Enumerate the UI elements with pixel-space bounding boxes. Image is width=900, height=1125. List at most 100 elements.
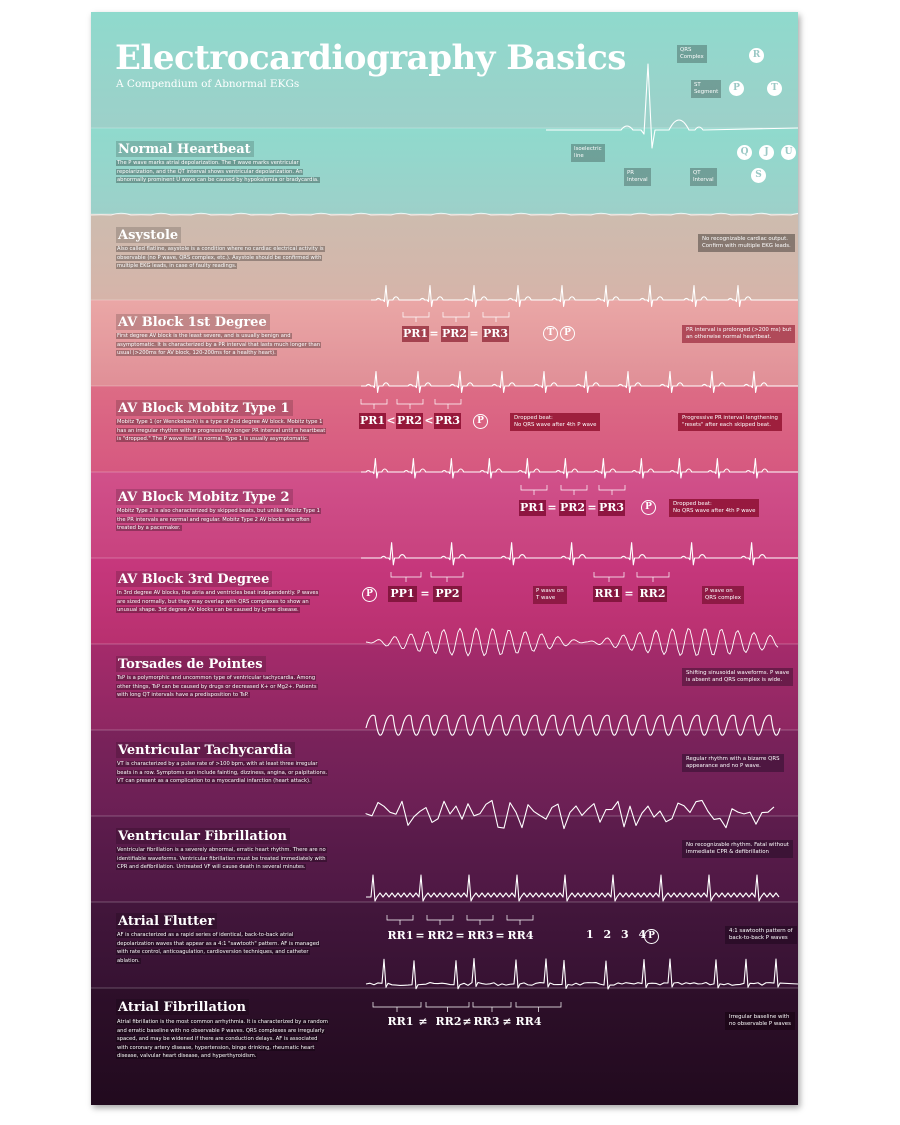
section-title-aflutter: Atrial Flutter [116, 913, 218, 929]
aflutter-rr1-box: RR1 [387, 929, 414, 942]
band-afib [91, 988, 798, 1105]
mobitz1-pr1-box: PR1 [359, 413, 386, 429]
section-title-afib: Atrial Fibrillation [116, 999, 249, 1015]
section-title-av1: AV Block 1st Degree [116, 314, 270, 330]
aflutter-rr4-box: RR4 [507, 929, 534, 942]
section-desc-afib: Atrial fibrillation is the most common a… [116, 1019, 329, 1060]
aflutter-op-3: = [495, 929, 505, 942]
av1-op-2: = [469, 327, 479, 340]
av3-op-1: = [420, 587, 430, 600]
av3-bracket-4 [636, 572, 670, 582]
band-aflutter [91, 902, 798, 988]
pr-interval-label: PR Interval [624, 168, 651, 186]
afib-rr1-box: RR1 [387, 1015, 414, 1028]
afib-op-2: ≠ [462, 1015, 472, 1028]
note-av1: PR interval is prolonged (>200 ms) but a… [682, 325, 796, 344]
mobitz2-pr3-box: PR3 [598, 500, 625, 516]
mobitz2-op-1: = [547, 501, 557, 514]
section-desc-av1: First degree AV block is the least sever… [116, 333, 322, 357]
aflutter-op-2: = [455, 929, 465, 942]
note-asystole: No recognizable cardiac output. Confirm … [698, 234, 795, 253]
mobitz2-bracket-2 [560, 485, 588, 495]
afib-bracket-3 [472, 1002, 512, 1012]
qrs-complex-label: QRS Complex [677, 45, 707, 63]
mobitz1-op-2: < [424, 414, 434, 427]
band-header [91, 12, 798, 128]
band-normal [91, 128, 798, 214]
note-vfib: No recognizable rhythm. Fatal without im… [682, 840, 793, 859]
av3-bracket-2 [430, 572, 464, 582]
wave-r-icon: R [749, 48, 764, 63]
section-title-av3: AV Block 3rd Degree [116, 571, 273, 587]
av3-op-2: = [624, 587, 634, 600]
aflutter-op-1: = [415, 929, 425, 942]
afib-bracket-1 [372, 1002, 422, 1012]
aflutter-trace [366, 874, 780, 902]
av3-bracket-1 [390, 572, 422, 582]
poster-title: Electrocardiography Basics [115, 38, 626, 78]
note-afib: Irregular baseline with no observable P … [725, 1012, 795, 1031]
afib-bracket-2 [425, 1002, 470, 1012]
section-desc-asystole: Also called flatline, asystole is a cond… [116, 246, 325, 270]
afib-bracket-4 [515, 1002, 562, 1012]
section-desc-normal: The P wave marks atrial depolarization. … [116, 160, 320, 184]
poster-subtitle: A Compendium of Abnormal EKGs [116, 78, 300, 90]
aflutter-sequence: 1 2 3 4 [586, 928, 650, 941]
section-desc-aflutter: AF is characterized as a rapid series of… [116, 932, 321, 964]
mobitz1-bracket-3 [434, 399, 462, 409]
isoelectric-line-label: Isoelectric line [571, 144, 605, 162]
mobitz2-pr1-box: PR1 [519, 500, 546, 516]
band-av1 [91, 300, 798, 386]
section-desc-mobitz2: Mobitz Type 2 is also characterized by s… [116, 508, 321, 532]
section-desc-torsades: TsP is a polymorphic and uncommon type o… [116, 675, 318, 699]
section-title-asystole: Asystole [116, 227, 182, 243]
mobitz2-bracket-3 [598, 485, 626, 495]
mobitz1-bracket-2 [396, 399, 424, 409]
av3-pp1-box: PP1 [388, 586, 417, 602]
section-title-normal: Normal Heartbeat [116, 141, 254, 157]
afib-trace [365, 957, 798, 990]
av1-t-wave-icon: T [543, 326, 558, 341]
section-title-mobitz1: AV Block Mobitz Type 1 [116, 400, 293, 416]
mobitz1-p-wave-icon: P [473, 414, 488, 429]
afib-op-1: ≠ [418, 1015, 428, 1028]
normal-heartbeat-trace [546, 63, 798, 149]
mobitz1-trace [361, 371, 798, 393]
aflutter-bracket-1 [386, 915, 414, 925]
vfib-trace [365, 799, 775, 830]
mobitz2-op-2: = [587, 501, 597, 514]
section-title-vtach: Ventricular Tachycardia [116, 742, 295, 758]
av1-bracket-1 [402, 312, 430, 322]
afib-op-3: ≠ [502, 1015, 512, 1028]
section-title-torsades: Torsades de Pointes [116, 656, 266, 672]
afib-rr2-box: RR2 [435, 1015, 462, 1028]
aflutter-rr3-box: RR3 [467, 929, 494, 942]
asystole-trace [91, 212, 798, 216]
torsades-trace [365, 627, 779, 657]
mobitz1-pr3-box: PR3 [434, 413, 461, 429]
vtach-trace [365, 714, 781, 736]
label-av3-p-on-t: P wave on T wave [533, 586, 567, 604]
av1-pr2-box: PR2 [441, 326, 468, 342]
band-vfib [91, 816, 798, 902]
st-segment-label: ST Segment [691, 80, 722, 98]
mobitz1-pr2-box: PR2 [396, 413, 423, 429]
wave-s-icon: S [751, 168, 766, 183]
section-desc-vfib: Ventricular fibrillation is a severely a… [116, 847, 327, 871]
aflutter-p-wave-icon: P [644, 929, 659, 944]
aflutter-bracket-2 [426, 915, 454, 925]
av3-p-wave-icon: P [362, 587, 377, 602]
wave-p-icon: P [729, 81, 744, 96]
av1-bracket-2 [442, 312, 470, 322]
av1-pr1-box: PR1 [402, 326, 429, 342]
note-vtach: Regular rhythm with a bizarre QRS appear… [682, 754, 784, 773]
mobitz2-pr2-box: PR2 [559, 500, 586, 516]
av3-pp2-box: PP2 [433, 586, 462, 602]
wave-j-icon: J [759, 145, 774, 160]
note-mobitz1: Progressive PR interval lengthening "res… [678, 413, 782, 432]
mobitz1-op-1: < [386, 414, 396, 427]
section-desc-mobitz1: Mobitz Type 1 (or Wenckebach) is a type … [116, 419, 327, 443]
mobitz1-bracket-1 [360, 399, 388, 409]
aflutter-rr2-box: RR2 [427, 929, 454, 942]
section-desc-vtach: VT is characterized by a pulse rate of >… [116, 761, 329, 785]
